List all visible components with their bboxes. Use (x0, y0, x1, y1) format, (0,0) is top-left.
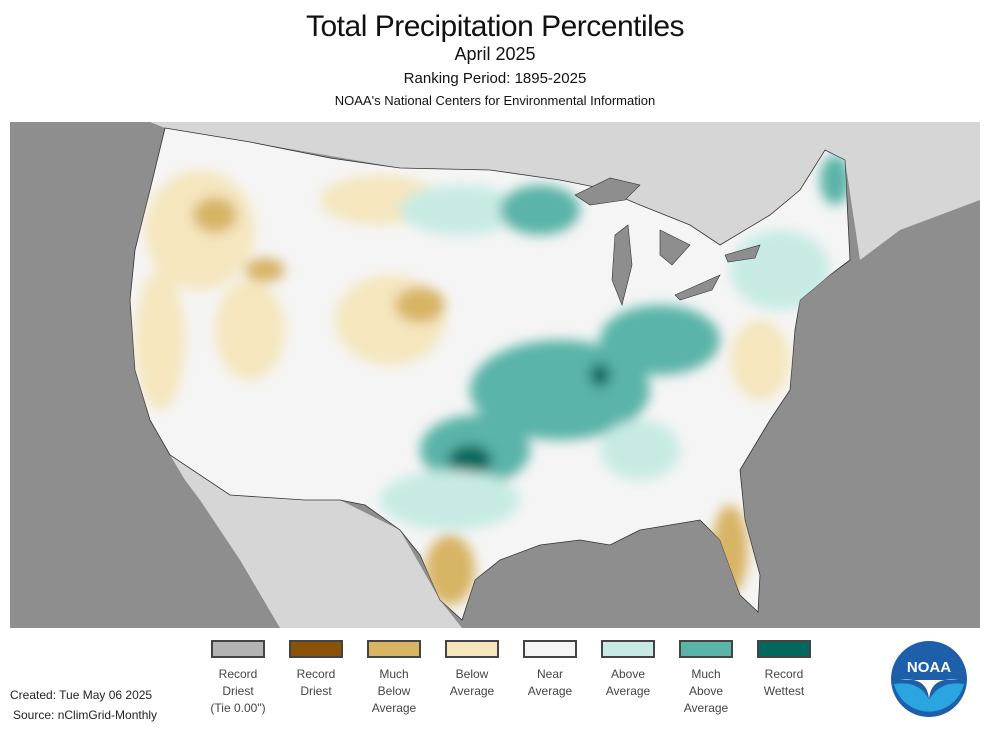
legend-label: Driest (300, 684, 332, 698)
legend-label: Record (218, 667, 258, 681)
legend-swatch (679, 640, 733, 658)
legend-label: Record (764, 667, 804, 681)
ranking-period: Ranking Period: 1895-2025 (403, 70, 587, 87)
legend-item: Record Wettest (739, 640, 829, 700)
legend-label: (Tie 0.00") (210, 701, 266, 715)
legend-label: Wettest (763, 684, 805, 698)
legend-swatch (367, 640, 421, 658)
legend-label: Near (536, 667, 563, 681)
legend-swatch (211, 640, 265, 658)
noaa-logo: NOAA (891, 641, 967, 717)
legend-label: Average (449, 684, 495, 698)
mexico (170, 455, 462, 628)
legend-label: Average (683, 701, 729, 715)
legend-swatch (601, 640, 655, 658)
great-lakes (574, 177, 761, 306)
legend-label: Average (527, 684, 573, 698)
legend-item: Record Driest (Tie 0.00") (193, 640, 283, 717)
svg-text:NOAA: NOAA (907, 659, 951, 676)
legend-swatch (289, 640, 343, 658)
canada (10, 122, 980, 260)
legend-label: Driest (222, 684, 254, 698)
legend-item: Much Above Average (661, 640, 751, 717)
legend-label: Average (371, 701, 417, 715)
legend-label: Much (691, 667, 721, 681)
precip-anomalies (135, 155, 850, 605)
legend-label: Below (455, 667, 489, 681)
map-month: April 2025 (454, 44, 536, 64)
legend-label: Much (379, 667, 409, 681)
created-date: Created: Tue May 06 2025 (10, 688, 153, 702)
map-title: Total Precipitation Percentiles (305, 10, 685, 43)
legend-label: Record (296, 667, 336, 681)
legend-item: Much Below Average (349, 640, 439, 717)
legend-swatch (757, 640, 811, 658)
legend-swatch (445, 640, 499, 658)
legend-label: Average (605, 684, 651, 698)
precipitation-map (10, 122, 980, 628)
agency: NOAA's National Centers for Environmenta… (334, 93, 656, 108)
legend-swatch (523, 640, 577, 658)
legend-item: Below Average (427, 640, 517, 700)
legend-item: Above Average (583, 640, 673, 700)
legend-label: Above (688, 684, 724, 698)
legend-label: Below (377, 684, 411, 698)
legend-item: Record Driest (271, 640, 361, 700)
legend-label: Above (610, 667, 646, 681)
data-source: Source: nClimGrid-Monthly (13, 708, 158, 722)
legend-item: Near Average (505, 640, 595, 700)
